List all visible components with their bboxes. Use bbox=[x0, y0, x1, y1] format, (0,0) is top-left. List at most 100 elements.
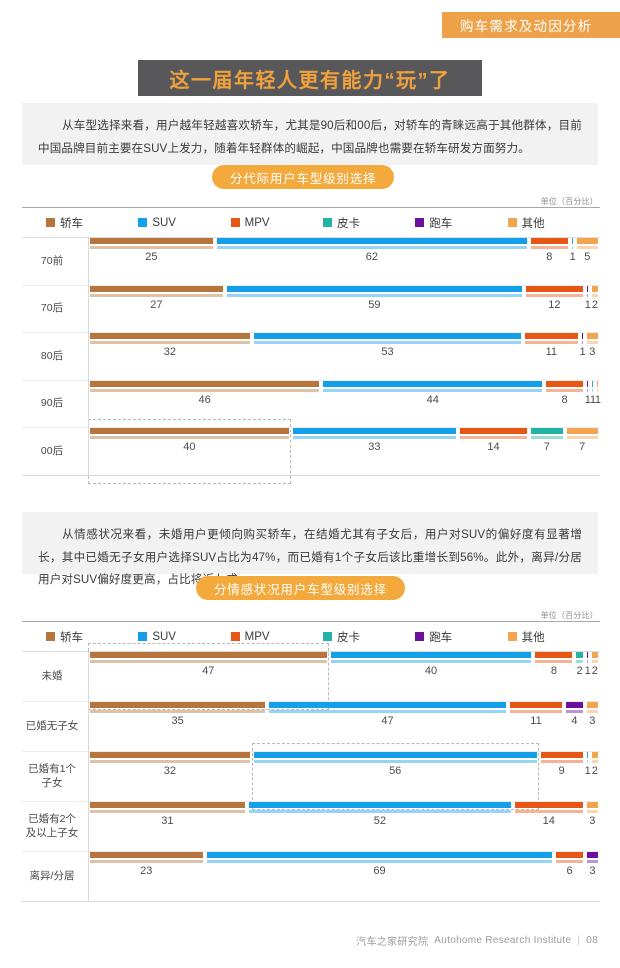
bar-segment-shadow bbox=[253, 760, 537, 763]
bar-segment-fill bbox=[586, 752, 588, 758]
bar-segment-value: 32 bbox=[163, 765, 177, 777]
legend-item-SUV[interactable]: SUV bbox=[138, 217, 230, 229]
bar-segment-value: 3 bbox=[589, 865, 596, 877]
bar-segment-shadow bbox=[566, 710, 583, 713]
bar-segment-value: 4 bbox=[571, 715, 578, 727]
section-pill-generation: 分代际用户车型级别选择 bbox=[212, 165, 395, 189]
bar-segment-SUV: 53 bbox=[252, 333, 523, 380]
bar-segment-value: 14 bbox=[487, 441, 500, 453]
table-row: 70后 27 59 12 1 2 bbox=[22, 285, 600, 333]
legend-item-label: 皮卡 bbox=[336, 217, 360, 230]
bar-segment-shadow bbox=[90, 660, 327, 663]
legend-item-轿车[interactable]: 轿车 bbox=[46, 215, 138, 231]
bar-segment-shadow bbox=[206, 860, 553, 863]
legend-item-皮卡[interactable]: 皮卡 bbox=[322, 215, 415, 231]
legend-item-跑车[interactable]: 跑车 bbox=[415, 629, 507, 645]
bar-segment-其他: 2 bbox=[590, 752, 600, 801]
bar-segment-shadow bbox=[90, 710, 266, 713]
bar-segment-value: 12 bbox=[548, 298, 561, 311]
chart2-top-rule bbox=[22, 621, 600, 622]
unit-label-chart1: 单位（百分比） bbox=[540, 197, 598, 206]
section-pill-marital-label: 分情感状况用户车型级别选择 bbox=[214, 582, 387, 597]
bar-segment-shadow bbox=[525, 293, 583, 297]
row-category-label: 70前 bbox=[40, 254, 64, 267]
bar-segment-fill bbox=[216, 238, 528, 244]
legend-swatch-icon bbox=[46, 632, 55, 641]
bar-segment-value: 1 bbox=[584, 765, 591, 777]
legend-item-MPV[interactable]: MPV bbox=[230, 631, 323, 643]
bar-segment-shadow bbox=[514, 810, 583, 813]
bar-segment-SUV: 69 bbox=[205, 852, 555, 901]
legend-item-其他[interactable]: 其他 bbox=[507, 629, 600, 645]
bar-segment-shadow bbox=[586, 710, 598, 713]
bar-segment-shadow bbox=[540, 760, 583, 763]
bar-segment-shadow bbox=[566, 436, 598, 439]
bar-segment-shadow bbox=[269, 710, 506, 713]
bar-segment-value: 11 bbox=[545, 346, 558, 358]
legend-item-皮卡[interactable]: 皮卡 bbox=[322, 629, 415, 645]
bar-segment-value: 9 bbox=[558, 765, 565, 777]
bar-segment-shadow bbox=[90, 760, 250, 763]
footer: 汽车之家研究院 Autohome Research Institute | 08 bbox=[356, 933, 598, 948]
bar-segment-其他: 2 bbox=[590, 285, 600, 333]
legend-item-其他[interactable]: 其他 bbox=[507, 215, 600, 231]
bar-segment-fill bbox=[535, 652, 573, 658]
bar-segment-MPV: 11 bbox=[508, 702, 564, 751]
bar-segment-value: 2 bbox=[576, 665, 583, 677]
chart2-legend: 轿车 SUV MPV 皮卡 跑车 其他 bbox=[22, 622, 600, 652]
bar-segment-shadow bbox=[581, 341, 583, 344]
legend-item-SUV[interactable]: SUV bbox=[138, 631, 230, 643]
bar-segment-轿车: 32 bbox=[88, 752, 252, 801]
legend-item-MPV[interactable]: MPV bbox=[230, 217, 323, 229]
legend-item-跑车[interactable]: 跑车 bbox=[415, 215, 507, 231]
footer-cn: 汽车之家研究院 bbox=[356, 937, 429, 948]
legend-item-轿车[interactable]: 轿车 bbox=[46, 629, 138, 645]
bar-segment-value: 32 bbox=[163, 346, 177, 358]
bar-segment-轿车: 46 bbox=[88, 380, 321, 428]
bar-segment-跑车: 1 bbox=[585, 652, 591, 701]
bar-segment-fill bbox=[591, 380, 593, 387]
header-ribbon-label: 购车需求及动因分析 bbox=[460, 19, 593, 34]
row-bars: 35 47 11 4 3 bbox=[88, 702, 600, 751]
row-bars: 32 53 11 1 3 bbox=[88, 333, 600, 380]
bar-segment-MPV: 8 bbox=[529, 238, 570, 285]
bar-segment-fill bbox=[556, 852, 583, 858]
bar-segment-其他: 3 bbox=[585, 702, 600, 751]
bar-segment-value: 8 bbox=[550, 665, 557, 677]
bar-segment-shadow bbox=[509, 710, 563, 713]
bar-segment-fill bbox=[90, 285, 223, 292]
bar-segment-value: 23 bbox=[140, 865, 153, 877]
bar-segment-shadow bbox=[330, 660, 532, 663]
legend-item-label: SUV bbox=[152, 216, 176, 229]
row-category-label: 80后 bbox=[40, 349, 64, 362]
bar-segment-value: 62 bbox=[365, 251, 378, 263]
bar-segment-shadow bbox=[531, 246, 568, 249]
bar-segment-fill bbox=[586, 852, 598, 858]
bar-segment-fill bbox=[586, 285, 588, 292]
unit-label-chart2: 单位（百分比） bbox=[540, 611, 598, 620]
bar-segment-SUV: 59 bbox=[225, 285, 524, 333]
bar-segment-value: 7 bbox=[543, 441, 550, 453]
bar-segment-value: 40 bbox=[183, 441, 196, 453]
legend-item-label: 跑车 bbox=[429, 217, 453, 230]
bar-segment-fill bbox=[586, 702, 598, 708]
bar-segment-皮卡: 1 bbox=[584, 752, 591, 801]
bar-segment-shadow bbox=[596, 388, 598, 392]
bar-segment-value: 2 bbox=[591, 665, 598, 677]
row-category-label: 00后 bbox=[40, 444, 64, 457]
legend-swatch-icon bbox=[322, 632, 332, 641]
bar-segment-fill bbox=[546, 380, 583, 387]
bar-segment-皮卡: 2 bbox=[574, 652, 584, 701]
bar-segment-shadow bbox=[90, 341, 250, 344]
bar-segment-fill bbox=[90, 428, 289, 434]
legend-item-label: 轿车 bbox=[60, 631, 83, 644]
bar-segment-shadow bbox=[90, 246, 213, 249]
bar-segment-value: 1 bbox=[589, 393, 596, 406]
footer-page-number: 08 bbox=[586, 935, 598, 946]
bar-segment-fill bbox=[591, 752, 598, 758]
bar-segment-value: 11 bbox=[530, 715, 542, 727]
bar-segment-轿车: 47 bbox=[88, 643, 329, 710]
bar-segment-shadow bbox=[586, 810, 598, 813]
bar-segment-value: 27 bbox=[150, 298, 163, 311]
bar-segment-fill bbox=[586, 380, 588, 387]
